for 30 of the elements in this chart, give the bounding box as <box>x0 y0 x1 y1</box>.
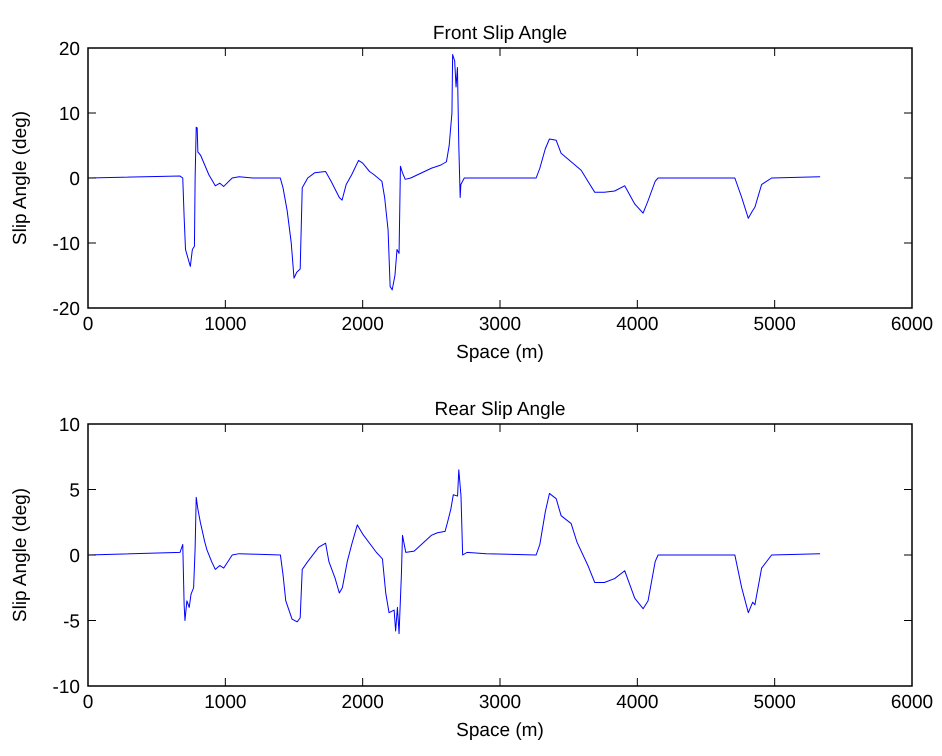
y-axis-title: Slip Angle (deg) <box>10 488 31 622</box>
y-tick-label: -10 <box>52 234 80 255</box>
x-tick-label: 2000 <box>342 314 384 335</box>
x-tick-label: 5000 <box>754 692 796 713</box>
y-tick-label: 5 <box>69 480 80 502</box>
x-tick-label: 0 <box>82 314 94 335</box>
y-tick-label: -20 <box>52 299 80 320</box>
y-tick-label: -10 <box>52 677 80 698</box>
chart-title: Rear Slip Angle <box>434 399 566 420</box>
y-axis-title: Slip Angle (deg) <box>10 110 31 246</box>
x-tick-label: 6000 <box>890 314 934 335</box>
chart-title: Front Slip Angle <box>432 23 568 44</box>
y-tick-label: 10 <box>58 104 80 125</box>
x-tick-label: 4000 <box>616 314 658 335</box>
x-tick-label: 0 <box>82 692 94 713</box>
y-tick-label: 0 <box>69 169 80 190</box>
y-tick-label: 10 <box>58 415 80 436</box>
x-tick-label: 4000 <box>616 692 658 713</box>
x-tick-label: 6000 <box>890 692 934 713</box>
x-axis-title: Space (m) <box>456 342 544 363</box>
x-tick-label: 1000 <box>204 692 246 713</box>
y-tick-label: 20 <box>58 39 80 60</box>
y-tick-label: -5 <box>63 612 80 632</box>
x-tick-label: 2000 <box>342 692 384 713</box>
x-tick-label: 3000 <box>478 692 522 713</box>
x-axis-title: Space (m) <box>456 720 544 741</box>
x-tick-label: 3000 <box>478 314 522 335</box>
y-tick-label: 0 <box>69 546 80 567</box>
x-tick-label: 5000 <box>754 314 796 335</box>
x-tick-label: 1000 <box>204 314 246 335</box>
